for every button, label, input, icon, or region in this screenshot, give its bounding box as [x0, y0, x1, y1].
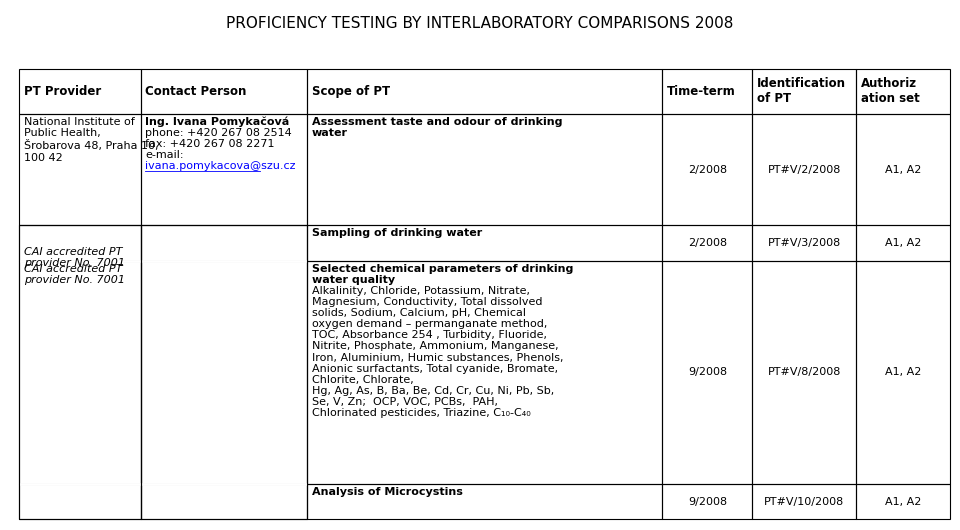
Bar	[19, 225, 141, 519]
Bar	[662, 225, 753, 261]
Bar	[856, 114, 950, 225]
Text: phone: +420 267 08 2514: phone: +420 267 08 2514	[146, 128, 292, 138]
Bar	[856, 261, 950, 484]
Text: TOC, Absorbance 254 , Turbidity, Fluoride,: TOC, Absorbance 254 , Turbidity, Fluorid…	[312, 330, 547, 340]
Text: 9/2008: 9/2008	[688, 497, 727, 507]
Text: PROFICIENCY TESTING BY INTERLABORATORY COMPARISONS 2008: PROFICIENCY TESTING BY INTERLABORATORY C…	[227, 16, 733, 31]
Bar	[141, 261, 307, 484]
Text: CAI accredited PT
provider No. 7001: CAI accredited PT provider No. 7001	[24, 246, 125, 268]
Text: A1, A2: A1, A2	[885, 238, 922, 248]
Text: Magnesium, Conductivity, Total dissolved: Magnesium, Conductivity, Total dissolved	[312, 297, 542, 307]
Text: Selected chemical parameters of drinking: Selected chemical parameters of drinking	[312, 263, 573, 273]
Bar	[753, 261, 856, 484]
Text: ivana.pomykacova@szu.cz: ivana.pomykacova@szu.cz	[146, 161, 296, 171]
Text: fax: +420 267 08 2271: fax: +420 267 08 2271	[146, 139, 275, 149]
Text: Alkalinity, Chloride, Potassium, Nitrate,: Alkalinity, Chloride, Potassium, Nitrate…	[312, 286, 530, 296]
Text: Nitrite, Phosphate, Ammonium, Manganese,: Nitrite, Phosphate, Ammonium, Manganese,	[312, 341, 559, 351]
Text: A1, A2: A1, A2	[885, 165, 922, 175]
Bar	[662, 484, 753, 519]
Bar	[753, 484, 856, 519]
Text: Anionic surfactants, Total cyanide, Bromate,: Anionic surfactants, Total cyanide, Brom…	[312, 364, 558, 374]
Bar	[307, 225, 662, 261]
Bar	[19, 114, 141, 225]
Text: 2/2008: 2/2008	[688, 238, 727, 248]
Bar	[141, 484, 307, 519]
Text: A1, A2: A1, A2	[885, 367, 922, 377]
Text: Identification
of PT: Identification of PT	[757, 77, 847, 105]
Text: Se, V, Zn;  OCP, VOC, PCBs,  PAH,: Se, V, Zn; OCP, VOC, PCBs, PAH,	[312, 397, 498, 407]
Bar	[19, 225, 141, 261]
Bar	[19, 484, 141, 519]
Text: Scope of PT: Scope of PT	[312, 85, 390, 98]
Text: Iron, Aluminium, Humic substances, Phenols,: Iron, Aluminium, Humic substances, Pheno…	[312, 352, 564, 363]
Bar	[856, 69, 950, 114]
Text: Sampling of drinking water: Sampling of drinking water	[312, 228, 482, 238]
Text: Hg, Ag, As, B, Ba, Be, Cd, Cr, Cu, Ni, Pb, Sb,: Hg, Ag, As, B, Ba, Be, Cd, Cr, Cu, Ni, P…	[312, 386, 554, 396]
Text: Time-term: Time-term	[667, 85, 736, 98]
Bar	[307, 114, 662, 225]
Bar	[856, 484, 950, 519]
Bar	[141, 225, 307, 261]
Text: PT Provider: PT Provider	[24, 85, 101, 98]
Bar	[19, 261, 141, 484]
Text: e-mail:: e-mail:	[146, 150, 184, 160]
Bar	[307, 261, 662, 484]
Text: PT#V/8/2008: PT#V/8/2008	[767, 367, 841, 377]
Text: National Institute of
Public Health,
Šrobarova 48, Praha 10,
100 42: National Institute of Public Health, Šro…	[24, 117, 158, 163]
Bar	[141, 69, 307, 114]
Text: PT#V/10/2008: PT#V/10/2008	[764, 497, 845, 507]
Text: PT#V/2/2008: PT#V/2/2008	[767, 165, 841, 175]
Bar	[141, 225, 307, 519]
Text: A1, A2: A1, A2	[885, 497, 922, 507]
Bar	[662, 114, 753, 225]
Bar	[141, 114, 307, 225]
Bar	[753, 114, 856, 225]
Bar	[753, 225, 856, 261]
Bar	[19, 69, 141, 114]
Bar	[307, 484, 662, 519]
Text: Contact Person: Contact Person	[146, 85, 247, 98]
Text: water quality: water quality	[312, 275, 395, 285]
Text: Authoriz
ation set: Authoriz ation set	[861, 77, 920, 105]
Text: Ing. Ivana Pomykačová: Ing. Ivana Pomykačová	[146, 117, 290, 127]
Bar	[856, 225, 950, 261]
Bar	[662, 261, 753, 484]
Text: Assessment taste and odour of drinking
water: Assessment taste and odour of drinking w…	[312, 117, 563, 138]
Text: oxygen demand – permanganate method,: oxygen demand – permanganate method,	[312, 319, 547, 329]
Text: CAI accredited PT
provider No. 7001: CAI accredited PT provider No. 7001	[24, 263, 125, 285]
Text: PT#V/3/2008: PT#V/3/2008	[768, 238, 841, 248]
Bar	[753, 69, 856, 114]
Text: Chlorinated pesticides, Triazine, C₁₀-C₄₀: Chlorinated pesticides, Triazine, C₁₀-C₄…	[312, 408, 531, 418]
Bar	[307, 69, 662, 114]
Text: Analysis of Microcystins: Analysis of Microcystins	[312, 487, 463, 497]
Text: 2/2008: 2/2008	[688, 165, 727, 175]
Text: Chlorite, Chlorate,: Chlorite, Chlorate,	[312, 375, 414, 385]
Text: 9/2008: 9/2008	[688, 367, 727, 377]
Bar	[662, 69, 753, 114]
Text: solids, Sodium, Calcium, pH, Chemical: solids, Sodium, Calcium, pH, Chemical	[312, 308, 526, 318]
